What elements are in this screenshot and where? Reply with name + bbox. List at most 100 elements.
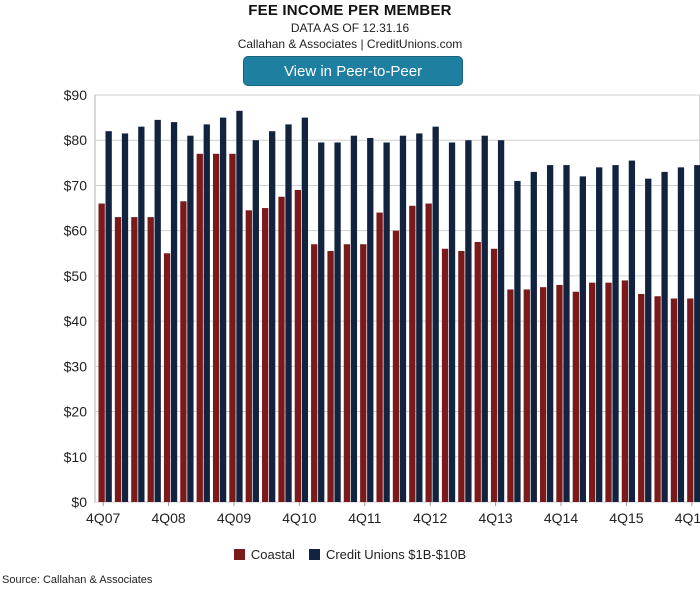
bar-credit-unions — [628, 160, 636, 503]
bar-credit-unions — [661, 171, 668, 502]
view-peer-to-peer-button[interactable]: View in Peer-to-Peer — [243, 56, 463, 86]
legend-swatch-coastal — [233, 549, 245, 560]
bar-coastal — [180, 201, 187, 502]
bar-coastal — [621, 280, 629, 502]
bar-coastal — [294, 189, 302, 502]
bar-coastal — [278, 196, 285, 502]
bar-coastal — [425, 203, 432, 503]
bar-credit-unions — [530, 171, 537, 502]
bar-credit-unions — [367, 137, 374, 502]
bar-chart: $0 $10 $20 $30 $40 $50 $60 $70 $80 $90 4Q07 4Q08 4Q0… — [64, 87, 700, 526]
bar-coastal — [589, 282, 596, 502]
bar-coastal — [392, 230, 400, 502]
x-tick-label: 4Q12 — [413, 510, 447, 526]
legend-item-coastal: Coastal — [233, 547, 295, 562]
y-tick-label: $0 — [71, 494, 87, 510]
bar-credit-unions — [203, 124, 210, 503]
x-tick-label: 4Q16 — [675, 510, 700, 526]
bar-credit-unions — [301, 117, 309, 502]
bar-credit-unions — [187, 135, 194, 502]
legend-label-coastal: Coastal — [250, 547, 295, 562]
x-tick-label: 4Q15 — [609, 510, 643, 526]
chart-title: FEE INCOME PER MEMBER — [248, 2, 452, 19]
data-date-subtitle: DATA AS OF 12.31.16 — [290, 21, 410, 35]
bar-credit-unions — [219, 117, 227, 502]
bar-coastal — [245, 210, 252, 503]
bar-credit-unions — [399, 135, 407, 502]
bar-coastal — [98, 203, 105, 503]
bar-credit-unions — [546, 165, 554, 502]
legend-label-credit-unions: Credit Unions $1B-$10B — [325, 547, 467, 562]
bar-coastal — [114, 217, 122, 502]
bar-credit-unions — [645, 178, 652, 502]
bar-coastal — [196, 153, 203, 503]
bar-coastal — [327, 251, 334, 502]
bar-credit-unions — [334, 142, 341, 502]
bar-credit-unions — [563, 165, 570, 502]
bar-credit-unions — [694, 165, 700, 502]
y-tick-label: $20 — [64, 404, 88, 420]
bar-credit-unions — [170, 122, 178, 502]
bar-credit-unions — [481, 135, 488, 502]
y-tick-label: $40 — [64, 313, 88, 329]
bar-credit-unions — [579, 176, 586, 502]
bar-credit-unions — [252, 140, 259, 502]
bar-credit-unions — [497, 140, 505, 502]
bar-credit-unions — [236, 110, 243, 503]
source-note: Source: Callahan & Associates — [2, 574, 153, 586]
bar-credit-unions — [269, 131, 276, 502]
bar-credit-unions — [448, 142, 456, 502]
bar-coastal — [147, 217, 154, 502]
bar-credit-unions — [514, 180, 521, 502]
source-subtitle: Callahan & Associates | CreditUnions.com — [237, 37, 463, 51]
bar-coastal — [262, 208, 269, 503]
bar-credit-unions — [285, 124, 292, 503]
bar-coastal — [360, 244, 367, 502]
bar-coastal — [507, 289, 514, 502]
bar-coastal — [458, 251, 465, 502]
bar-credit-unions — [318, 142, 325, 502]
bar-coastal — [539, 287, 547, 502]
x-tick-label: 4Q11 — [348, 510, 381, 526]
bar-coastal — [163, 253, 171, 502]
bar-coastal — [343, 244, 351, 502]
y-tick-label: $70 — [64, 177, 88, 193]
bar-credit-unions — [154, 119, 161, 502]
x-tick-label: 4Q14 — [544, 510, 578, 526]
y-tick-label: $80 — [64, 132, 88, 148]
y-tick-label: $60 — [64, 223, 88, 239]
bar-credit-unions — [138, 126, 145, 503]
bar-coastal — [556, 284, 563, 502]
y-tick-label: $10 — [64, 449, 88, 465]
y-tick-label: $90 — [64, 87, 88, 103]
bar-credit-unions — [350, 135, 358, 502]
bar-credit-unions — [596, 167, 603, 502]
bar-credit-unions — [465, 140, 472, 502]
bar-coastal — [638, 293, 645, 502]
x-tick-label: 4Q09 — [217, 510, 251, 526]
bar-credit-unions — [105, 131, 112, 502]
bar-coastal — [376, 212, 383, 503]
x-tick-label: 4Q08 — [151, 510, 185, 526]
bar-credit-unions — [383, 142, 390, 502]
bar-coastal — [490, 248, 498, 502]
bar-credit-unions — [677, 167, 685, 502]
bar-coastal — [212, 153, 220, 503]
bar-coastal — [523, 289, 530, 502]
bar-coastal — [131, 217, 138, 502]
bar-coastal — [687, 298, 694, 502]
bar-coastal — [409, 205, 416, 503]
x-tick-label: 4Q10 — [282, 510, 316, 526]
bar-coastal — [474, 241, 481, 502]
bar-credit-unions — [416, 133, 423, 502]
x-tick-label: 4Q07 — [86, 510, 120, 526]
legend-swatch-credit-unions — [308, 549, 320, 560]
bar-coastal — [572, 291, 579, 502]
bar-credit-unions — [121, 133, 129, 502]
legend-item-credit-unions: Credit Unions $1B-$10B — [308, 547, 467, 562]
bar-coastal — [229, 153, 236, 503]
bar-coastal — [654, 296, 661, 502]
bar-credit-unions — [432, 126, 439, 503]
chart-legend: Coastal Credit Unions $1B-$10B — [0, 547, 700, 562]
bar-credit-unions — [612, 165, 619, 502]
